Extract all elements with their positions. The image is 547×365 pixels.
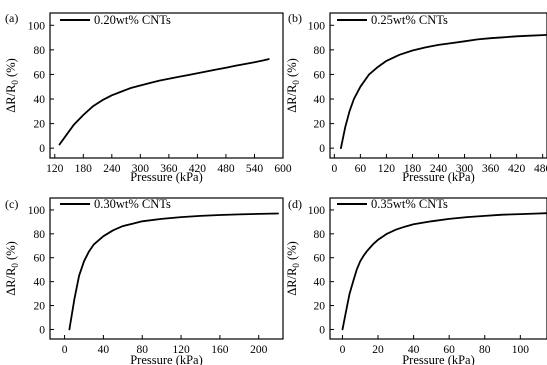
y-tick-label: 60 bbox=[314, 69, 326, 81]
x-tick-label: 240 bbox=[430, 163, 448, 175]
x-axis-label: Pressure (kPa) bbox=[402, 170, 475, 184]
y-tick-label: 100 bbox=[308, 205, 326, 217]
y-tick-label: 20 bbox=[314, 119, 326, 131]
x-tick-label: 80 bbox=[479, 344, 491, 356]
x-tick-label: 480 bbox=[217, 163, 235, 175]
chart-panel: 0 20 40 60 80 100 0 40 80 120 160 200 (c) 0.30wt% CNT… bbox=[4, 197, 284, 365]
x-tick-label: 420 bbox=[189, 163, 207, 175]
legend-label: 0.20wt% CNTs bbox=[94, 13, 171, 27]
y-tick-label: 80 bbox=[34, 45, 46, 57]
y-tick-label: 100 bbox=[28, 20, 46, 32]
x-tick-label: 40 bbox=[408, 344, 420, 356]
x-tick-label: 100 bbox=[512, 344, 530, 356]
legend-label: 0.35wt% CNTs bbox=[371, 197, 448, 211]
x-tick-label: 600 bbox=[274, 163, 292, 175]
x-tick-label: 240 bbox=[103, 163, 121, 175]
x-tick-label: 540 bbox=[246, 163, 264, 175]
panel-label: (d) bbox=[288, 197, 302, 211]
y-tick-label: 60 bbox=[34, 69, 46, 81]
series-line bbox=[68, 212, 279, 331]
plot-frame bbox=[329, 197, 547, 340]
x-tick-label: 120 bbox=[378, 163, 396, 175]
x-tick-label: 300 bbox=[456, 163, 474, 175]
y-tick-label: 60 bbox=[314, 253, 326, 265]
x-tick-label: 60 bbox=[443, 344, 455, 356]
series-line bbox=[58, 58, 270, 146]
y-tick-label: 0 bbox=[39, 143, 45, 155]
x-tick-label: 20 bbox=[372, 344, 384, 356]
x-tick-label: 0 bbox=[62, 344, 68, 356]
y-tick-label: 40 bbox=[34, 94, 46, 106]
y-axis-label: ΔR/R0 (%) bbox=[4, 241, 20, 296]
y-tick-label: 0 bbox=[319, 143, 325, 155]
panel-label: (c) bbox=[5, 197, 18, 211]
y-tick-label: 20 bbox=[314, 301, 326, 313]
x-tick-label: 200 bbox=[250, 344, 268, 356]
panel-label: (b) bbox=[288, 11, 302, 25]
x-tick-label: 0 bbox=[331, 163, 337, 175]
series-line bbox=[340, 34, 547, 150]
plot-frame bbox=[329, 12, 547, 159]
y-tick-label: 60 bbox=[34, 253, 46, 265]
x-tick-label: 420 bbox=[508, 163, 526, 175]
x-tick-label: 60 bbox=[355, 163, 367, 175]
y-tick-label: 40 bbox=[314, 277, 326, 289]
x-tick-label: 300 bbox=[132, 163, 150, 175]
y-tick-label: 80 bbox=[34, 229, 46, 241]
series-line bbox=[341, 212, 547, 331]
y-tick-label: 20 bbox=[34, 301, 46, 313]
y-axis-label: ΔR/R0 (%) bbox=[285, 241, 301, 296]
plot-frame bbox=[49, 12, 284, 159]
x-tick-label: 40 bbox=[98, 344, 110, 356]
y-tick-label: 0 bbox=[39, 324, 45, 336]
y-tick-label: 40 bbox=[314, 94, 326, 106]
x-axis-label: Pressure (kPa) bbox=[402, 353, 475, 365]
y-tick-label: 100 bbox=[308, 20, 326, 32]
x-axis-label: Pressure (kPa) bbox=[130, 353, 203, 365]
x-tick-label: 180 bbox=[404, 163, 422, 175]
y-tick-label: 80 bbox=[314, 229, 326, 241]
x-tick-label: 480 bbox=[534, 163, 547, 175]
y-tick-label: 0 bbox=[319, 324, 325, 336]
y-axis-label: ΔR/R0 (%) bbox=[285, 58, 301, 113]
y-tick-label: 20 bbox=[34, 119, 46, 131]
chart-panel: 0 20 40 60 80 100 0 60 120 180 240 300 360 420 480 (b) 0… bbox=[285, 11, 547, 184]
x-tick-label: 0 bbox=[340, 344, 346, 356]
x-tick-label: 120 bbox=[172, 344, 190, 356]
legend-label: 0.25wt% CNTs bbox=[371, 13, 448, 27]
x-tick-label: 360 bbox=[482, 163, 500, 175]
x-tick-label: 360 bbox=[160, 163, 178, 175]
y-tick-label: 40 bbox=[34, 277, 46, 289]
x-tick-label: 120 bbox=[46, 163, 64, 175]
legend-label: 0.30wt% CNTs bbox=[94, 197, 171, 211]
y-axis-label: ΔR/R0 (%) bbox=[4, 58, 20, 113]
chart-panel: 0 20 40 60 80 100 0 20 40 60 80 100 (d) 0.35wt% CNTs P… bbox=[285, 197, 547, 365]
x-tick-label: 160 bbox=[211, 344, 229, 356]
y-tick-label: 100 bbox=[28, 205, 46, 217]
y-tick-label: 80 bbox=[314, 45, 326, 57]
panel-label: (a) bbox=[5, 11, 18, 25]
chart-panel: 0 20 40 60 80 100 120 180 240 300 360 420 480 540 600 (… bbox=[4, 11, 292, 184]
x-tick-label: 80 bbox=[136, 344, 148, 356]
x-axis-label: Pressure (kPa) bbox=[130, 170, 203, 184]
plot-frame bbox=[49, 197, 284, 340]
x-tick-label: 180 bbox=[75, 163, 93, 175]
